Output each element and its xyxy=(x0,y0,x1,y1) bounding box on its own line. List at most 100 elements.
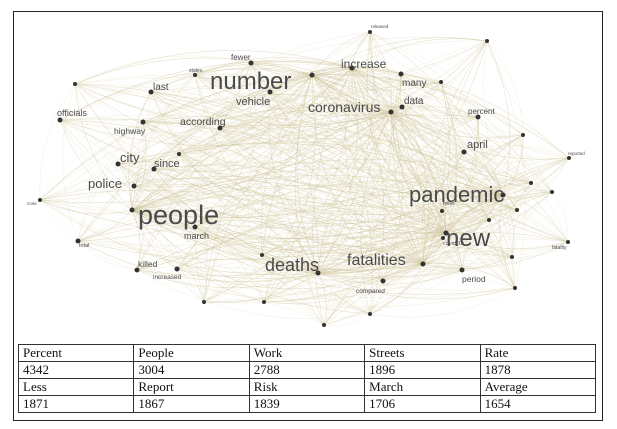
network-edge xyxy=(269,91,444,239)
network-edge xyxy=(461,134,524,271)
network-edge xyxy=(133,185,516,291)
network-edge xyxy=(369,31,444,239)
network-edge xyxy=(400,73,442,83)
network-nodes: people number pandemic new deaths fatali… xyxy=(27,24,585,327)
network-edge xyxy=(369,232,447,315)
network-edge xyxy=(153,168,463,271)
network-edge xyxy=(317,269,463,285)
network-edge xyxy=(551,191,569,243)
network-edge xyxy=(422,210,443,265)
network-edge xyxy=(511,182,532,289)
network-edge xyxy=(153,168,205,303)
node-fatality xyxy=(566,240,570,244)
network-edge xyxy=(136,40,488,271)
network-edge xyxy=(263,277,384,303)
network-edge xyxy=(142,120,490,221)
network-edge xyxy=(77,203,447,242)
network-edge xyxy=(74,57,313,85)
network-edge xyxy=(128,91,152,211)
network-edge xyxy=(176,151,465,270)
network-edge xyxy=(131,91,152,187)
network-edge xyxy=(311,31,371,76)
network-edge xyxy=(194,61,252,76)
network-edge xyxy=(77,240,516,308)
node-april xyxy=(461,149,467,155)
table-cell: Work xyxy=(248,344,366,362)
network-edge xyxy=(351,65,402,75)
network-edge xyxy=(150,91,504,197)
network-edge xyxy=(372,73,402,282)
network-edge xyxy=(250,61,524,136)
network-edge xyxy=(39,189,424,265)
network-edge xyxy=(194,180,504,228)
network-edge xyxy=(511,241,569,258)
network-edge xyxy=(263,111,392,303)
network-edge xyxy=(261,111,392,256)
network-edge xyxy=(219,127,490,221)
label-total: total xyxy=(79,243,89,249)
network-edge xyxy=(390,111,504,196)
network-edge xyxy=(390,111,516,289)
node-unlabeled xyxy=(73,82,77,86)
label-people: people xyxy=(138,200,219,230)
network-edge xyxy=(421,40,488,265)
network-edge xyxy=(176,207,443,270)
node-pandemic xyxy=(500,192,506,198)
network-edge xyxy=(142,67,353,124)
network-edge xyxy=(261,73,402,256)
label-highway: highway xyxy=(114,126,146,136)
network-edge xyxy=(77,111,392,242)
node-police xyxy=(131,183,137,189)
network-edge xyxy=(74,83,424,265)
network-edge xyxy=(39,199,319,276)
network-edge xyxy=(219,127,443,212)
network-edge xyxy=(178,153,424,265)
network-edge xyxy=(317,272,516,300)
network-edge xyxy=(351,67,465,153)
network-edge xyxy=(312,67,353,326)
network-edge xyxy=(351,67,532,184)
network-edge xyxy=(194,74,532,184)
network-edge xyxy=(351,67,490,221)
network-edge xyxy=(178,153,208,303)
network-edge xyxy=(351,67,385,315)
network-edge xyxy=(136,269,205,303)
network-edge xyxy=(150,40,488,103)
network-edge xyxy=(117,163,513,262)
node-data xyxy=(399,104,405,110)
network-edge xyxy=(369,287,516,318)
node-unlabeled xyxy=(510,255,514,259)
node-unlabeled xyxy=(485,39,489,43)
network-edge xyxy=(194,31,371,228)
table-cell: 1896 xyxy=(364,361,481,379)
network-edge xyxy=(133,127,221,187)
network-edge xyxy=(441,209,518,218)
network-edge xyxy=(74,83,371,315)
network-edge xyxy=(369,31,442,83)
network-edge xyxy=(269,91,513,258)
network-edge xyxy=(521,134,532,184)
network-edge xyxy=(142,121,532,195)
node-increased xyxy=(174,266,180,272)
network-edge xyxy=(194,40,488,88)
network-edge xyxy=(194,74,221,303)
network-edge xyxy=(74,83,403,127)
network-edge xyxy=(153,168,443,221)
network-edge xyxy=(250,62,504,196)
network-edge xyxy=(77,67,353,242)
network-edge xyxy=(482,40,518,211)
table-row: 1871 1867 1839 1706 1654 xyxy=(17,395,597,413)
network-edge xyxy=(317,40,488,274)
network-edge xyxy=(136,111,392,271)
network-edge xyxy=(178,134,532,184)
network-edge xyxy=(39,199,133,215)
network-edge xyxy=(59,31,371,122)
network-edge xyxy=(136,240,424,271)
table-cell: Streets xyxy=(364,344,481,362)
network-edge xyxy=(261,81,442,256)
network-edge xyxy=(178,67,353,155)
network-edge xyxy=(153,40,488,170)
node-unlabeled xyxy=(513,286,517,290)
network-edge xyxy=(39,199,178,270)
network-edge xyxy=(117,137,553,193)
